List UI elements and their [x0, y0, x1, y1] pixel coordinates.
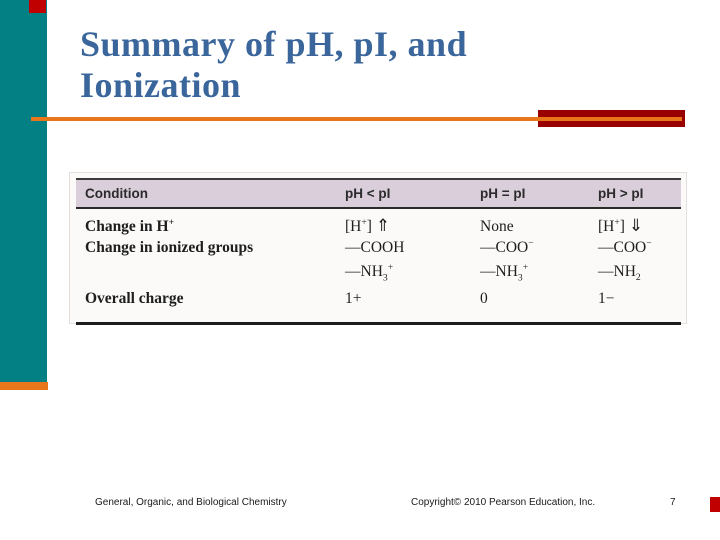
table-header-ph-lt-pi: pH < pI: [345, 186, 391, 201]
table-cell: —COO−: [598, 238, 652, 257]
table-header-condition: Condition: [85, 186, 148, 201]
left-accent-bar: [0, 0, 47, 382]
table-header-ph-gt-pi: pH > pI: [598, 186, 644, 201]
row-label: Change in ionized groups: [85, 239, 254, 257]
table-cell: 1−: [598, 290, 615, 307]
summary-table-image: Condition pH < pI pH = pI pH > pI Change…: [69, 172, 687, 325]
summary-table: Condition pH < pI pH = pI pH > pI Change…: [76, 178, 681, 325]
title-underline-rule: [31, 117, 682, 121]
slide-title-line2: Ionization: [80, 65, 242, 105]
table-header-ph-eq-pi: pH = pI: [480, 186, 526, 201]
table-cell: [H+] ⇑: [345, 216, 391, 235]
footer-book-title: General, Organic, and Biological Chemist…: [95, 497, 287, 508]
footer-page-number: 7: [670, 497, 676, 508]
table-cell: —NH3+: [345, 262, 394, 284]
slide-title-line1: Summary of pH, pI, and: [80, 24, 468, 64]
table-row-ionized-groups: Change in ionized groups —COOH —COO− —CO…: [76, 238, 681, 262]
table-header-row: Condition pH < pI pH = pI pH > pI: [76, 180, 681, 209]
table-row-ionized-groups-2: —NH3+ —NH3+ —NH2: [76, 262, 681, 290]
slide-footer: General, Organic, and Biological Chemist…: [0, 495, 720, 511]
table-cell: —NH2: [598, 263, 641, 284]
table-cell: 0: [480, 290, 488, 307]
top-accent-red-square: [29, 0, 46, 13]
row-label: Overall charge: [85, 290, 184, 307]
table-cell: [H+] ⇓: [598, 216, 644, 235]
slide-title: Summary of pH, pI, and Ionization: [80, 24, 640, 106]
right-accent-red-square: [710, 497, 720, 512]
bottom-accent-rule: [0, 382, 48, 390]
table-row-change-in-h: Change in H+ [H+] ⇑ None [H+] ⇓: [76, 209, 681, 238]
table-cell: —COO−: [480, 238, 534, 257]
table-cell: —COOH: [345, 239, 405, 257]
table-row-overall-charge: Overall charge 1+ 0 1−: [76, 290, 681, 314]
row-label: Change in H+: [85, 216, 175, 235]
table-cell: None: [480, 218, 514, 235]
table-cell: —NH3+: [480, 262, 529, 284]
table-cell: 1+: [345, 290, 362, 307]
footer-copyright: Copyright© 2010 Pearson Education, Inc.: [411, 497, 596, 508]
